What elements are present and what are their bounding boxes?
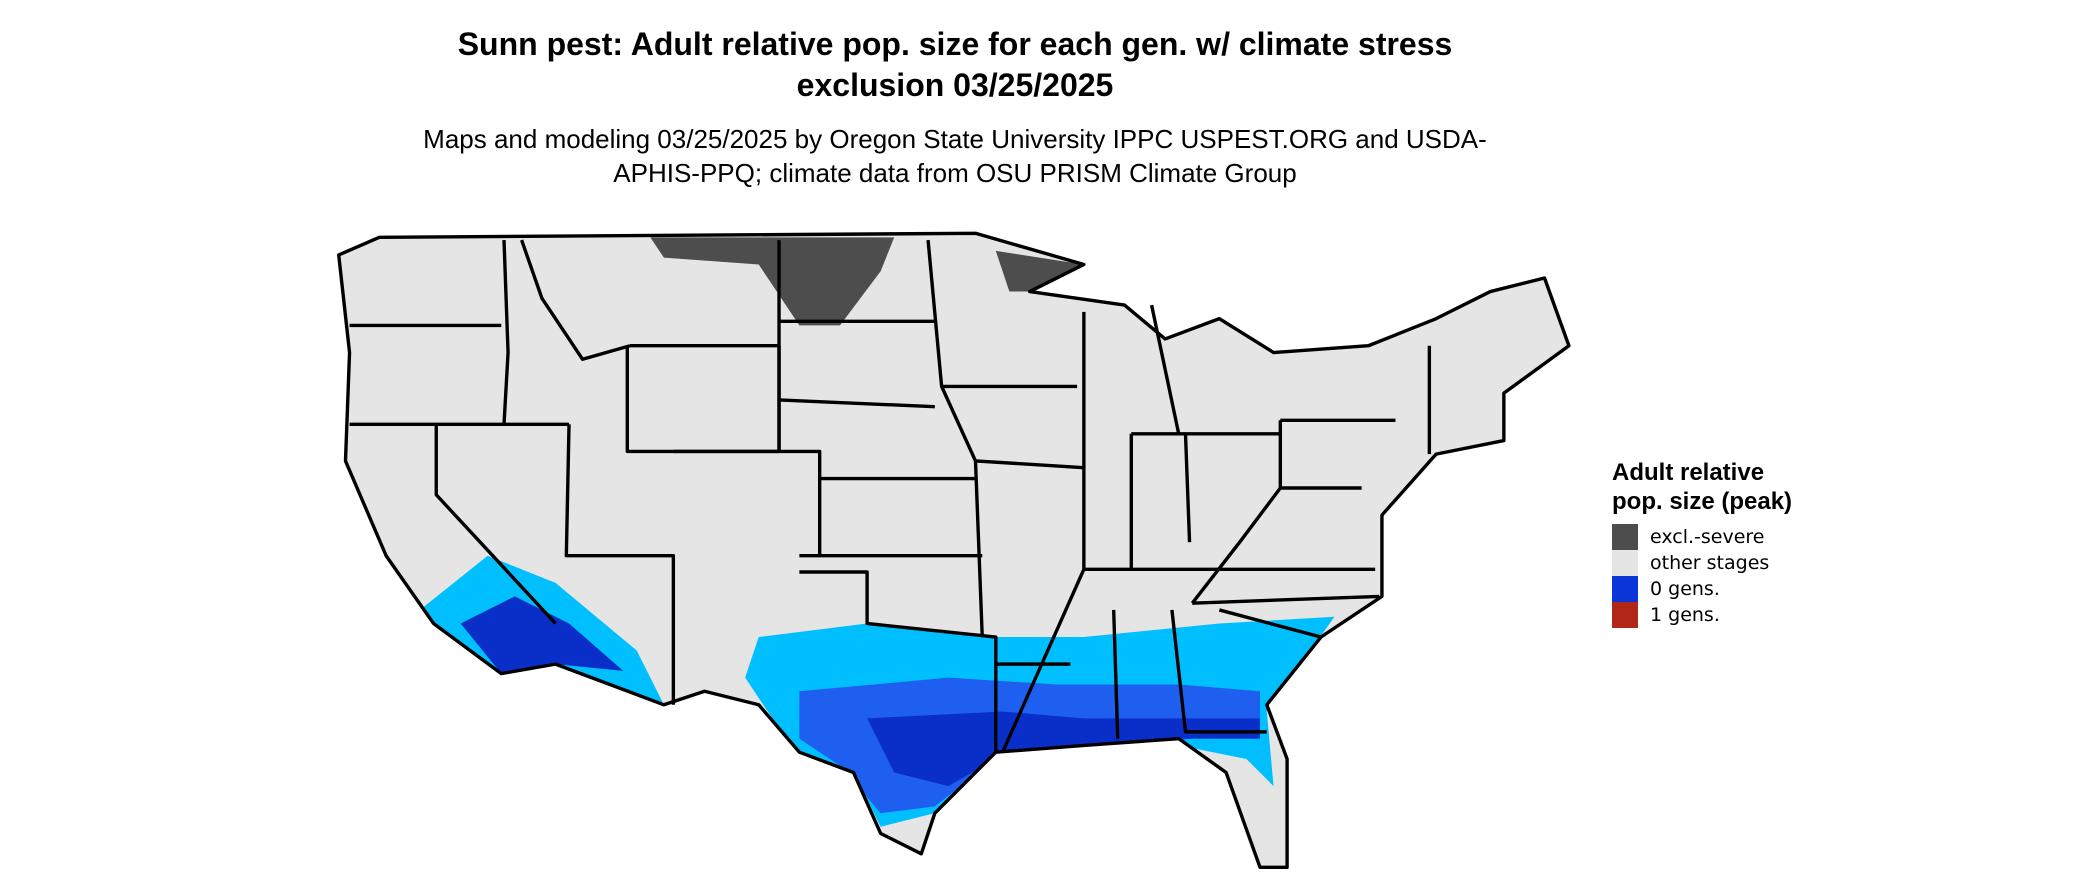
map-subtitle: Maps and modeling 03/25/2025 by Oregon S… xyxy=(423,124,1487,188)
legend-label: 0 gens. xyxy=(1650,578,1720,600)
map-title: Sunn pest: Adult relative pop. size for … xyxy=(457,26,1453,103)
legend-label: 1 gens. xyxy=(1650,604,1720,626)
legend: Adult relative pop. size (peak) excl.-se… xyxy=(1612,458,1812,628)
legend-swatch xyxy=(1612,550,1638,576)
legend-swatch xyxy=(1612,576,1638,602)
legend-item: other stages xyxy=(1612,550,1812,576)
legend-item: 1 gens. xyxy=(1612,602,1812,628)
legend-swatch xyxy=(1612,602,1638,628)
legend-label: excl.-severe xyxy=(1650,526,1765,548)
legend-label: other stages xyxy=(1650,552,1770,574)
legend-title: Adult relative pop. size (peak) xyxy=(1612,459,1793,515)
legend-item: excl.-severe xyxy=(1612,524,1812,550)
legend-item: 0 gens. xyxy=(1612,576,1812,602)
legend-swatch xyxy=(1612,524,1638,550)
state-borders xyxy=(337,231,1571,870)
